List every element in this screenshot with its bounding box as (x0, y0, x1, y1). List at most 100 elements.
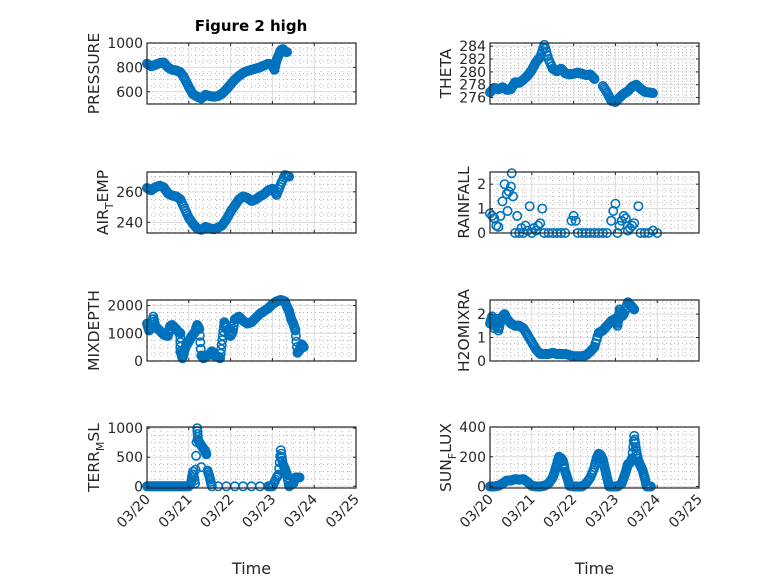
data-point (610, 198, 621, 209)
data-point (177, 70, 188, 81)
data-point (627, 220, 638, 231)
data-point (216, 344, 227, 355)
x-axis-label: Time (231, 559, 271, 578)
x-tick-label: 03/23 (239, 492, 279, 532)
y-tick-label: 278 (459, 78, 486, 94)
data-point (293, 472, 304, 483)
x-tick-label: 03/20 (114, 492, 154, 532)
data-point (606, 215, 617, 226)
data-point (281, 468, 292, 479)
data-point (227, 327, 238, 338)
y-axis-label: PRESSURE (85, 33, 103, 115)
scatter-series (142, 294, 309, 364)
data-point (586, 70, 597, 81)
data-point (583, 475, 594, 486)
x-tick-label: 03/23 (582, 492, 622, 532)
data-point (599, 461, 610, 472)
data-point (499, 179, 510, 190)
data-point (559, 463, 570, 474)
y-tick-label: 0 (477, 480, 486, 496)
y-tick-label: 1000 (107, 421, 143, 437)
y-tick-label: 1000 (107, 326, 143, 342)
data-point (194, 330, 205, 341)
x-tick-label: 03/21 (499, 492, 539, 532)
y-axis-label: TERRMSL (85, 423, 107, 493)
axes-box (489, 171, 700, 234)
data-point (629, 218, 640, 229)
x-tick-label: 03/22 (198, 492, 238, 532)
axes-box (146, 42, 357, 105)
x-tick-label: 03/22 (541, 492, 581, 532)
data-point (588, 72, 599, 83)
y-axis-label: THETA (437, 48, 455, 99)
y-tick-label: 1 (477, 331, 486, 347)
y-tick-label: 0 (134, 354, 143, 370)
x-tick-label: 03/21 (156, 492, 196, 532)
figure-title: Figure 2 high (195, 17, 308, 35)
data-point (646, 87, 657, 98)
y-axis-label: SUNFLUX (437, 423, 459, 492)
data-point (201, 448, 212, 459)
y-tick-label: 800 (116, 60, 143, 76)
data-point (191, 450, 202, 461)
y-tick-label: 284 (459, 39, 486, 55)
data-point (533, 220, 544, 231)
data-point (626, 301, 637, 312)
y-axis-label: RAINFALL (455, 166, 473, 239)
y-tick-label: 1 (477, 202, 486, 218)
y-tick-label: 276 (459, 91, 486, 107)
scatter-series (142, 423, 305, 492)
y-tick-label: 0 (477, 354, 486, 370)
data-point (628, 303, 639, 314)
data-point (281, 46, 292, 57)
data-point (507, 191, 518, 202)
axes-box (146, 171, 357, 234)
data-point (512, 210, 523, 221)
data-point (174, 327, 185, 338)
y-tick-label: 200 (459, 450, 486, 466)
x-tick-label: 03/25 (666, 492, 706, 532)
axes-box (489, 42, 700, 105)
data-point (570, 215, 581, 226)
data-point (524, 201, 535, 212)
data-point (614, 220, 625, 231)
minor-grid (147, 427, 356, 488)
scatter-series (484, 297, 640, 362)
data-point (618, 210, 629, 221)
data-point (537, 203, 548, 214)
data-point (601, 470, 612, 481)
y-axis-label: H2OMIXRA (455, 289, 473, 372)
axes-box (489, 299, 700, 362)
data-point (566, 215, 577, 226)
data-point (501, 189, 512, 200)
data-point (502, 206, 513, 217)
data-point (588, 343, 599, 354)
y-tick-label: 280 (459, 65, 486, 81)
data-point (497, 196, 508, 207)
data-point (587, 344, 598, 355)
y-tick-label: 1000 (107, 36, 143, 52)
data-point (587, 71, 598, 82)
y-tick-label: 400 (459, 420, 486, 436)
data-point (189, 475, 200, 486)
data-point (298, 341, 309, 352)
axes-box (489, 426, 700, 489)
y-tick-label: 2000 (107, 299, 143, 315)
axes-box (146, 299, 357, 362)
data-point (277, 455, 288, 466)
data-point (172, 326, 183, 337)
data-point (533, 54, 544, 65)
x-tick-label: 03/25 (323, 492, 363, 532)
x-tick-label: 03/24 (624, 491, 664, 531)
data-point (588, 464, 599, 475)
y-axis-label: MIXDEPTH (85, 290, 103, 371)
data-point (505, 181, 516, 192)
data-point (195, 337, 206, 348)
data-point (493, 221, 504, 232)
data-point (520, 326, 531, 337)
